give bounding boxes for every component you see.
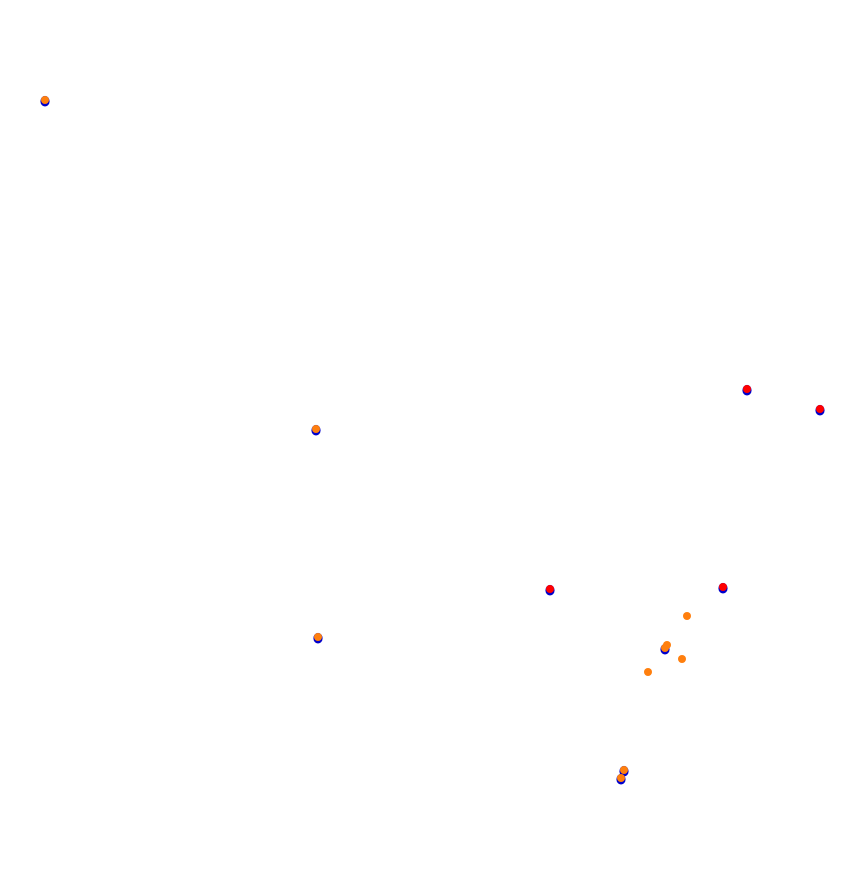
- map-marker: [683, 612, 691, 620]
- map-marker: [815, 404, 825, 416]
- map-marker: [644, 668, 652, 676]
- map-marker: [40, 95, 50, 107]
- marker-dot: [546, 585, 554, 593]
- map-marker: [616, 773, 626, 785]
- marker-dot: [678, 655, 686, 663]
- marker-dot: [743, 385, 751, 393]
- marker-dot: [644, 668, 652, 676]
- map-marker: [619, 765, 629, 777]
- map-marker: [311, 424, 321, 436]
- marker-dot: [617, 774, 625, 782]
- map-marker: [545, 584, 555, 596]
- marker-dot: [41, 96, 49, 104]
- map-marker: [313, 632, 323, 644]
- map-marker: [663, 641, 671, 649]
- marker-dot: [663, 641, 671, 649]
- marker-dot: [719, 583, 727, 591]
- marker-layer: [40, 95, 825, 785]
- marker-dot: [620, 766, 628, 774]
- marker-dot: [683, 612, 691, 620]
- marker-dot: [314, 633, 322, 641]
- map-marker: [718, 582, 728, 594]
- marker-dot: [312, 425, 320, 433]
- map-marker: [678, 655, 686, 663]
- marker-dot: [816, 405, 824, 413]
- map-marker: [742, 384, 752, 396]
